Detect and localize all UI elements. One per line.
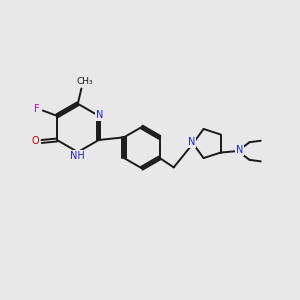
Text: F: F (34, 104, 40, 114)
Text: N: N (96, 110, 103, 120)
Text: O: O (32, 136, 40, 146)
Text: CH₃: CH₃ (76, 77, 93, 86)
Text: NH: NH (70, 151, 85, 161)
Text: N: N (188, 137, 196, 147)
Text: N: N (236, 145, 243, 155)
